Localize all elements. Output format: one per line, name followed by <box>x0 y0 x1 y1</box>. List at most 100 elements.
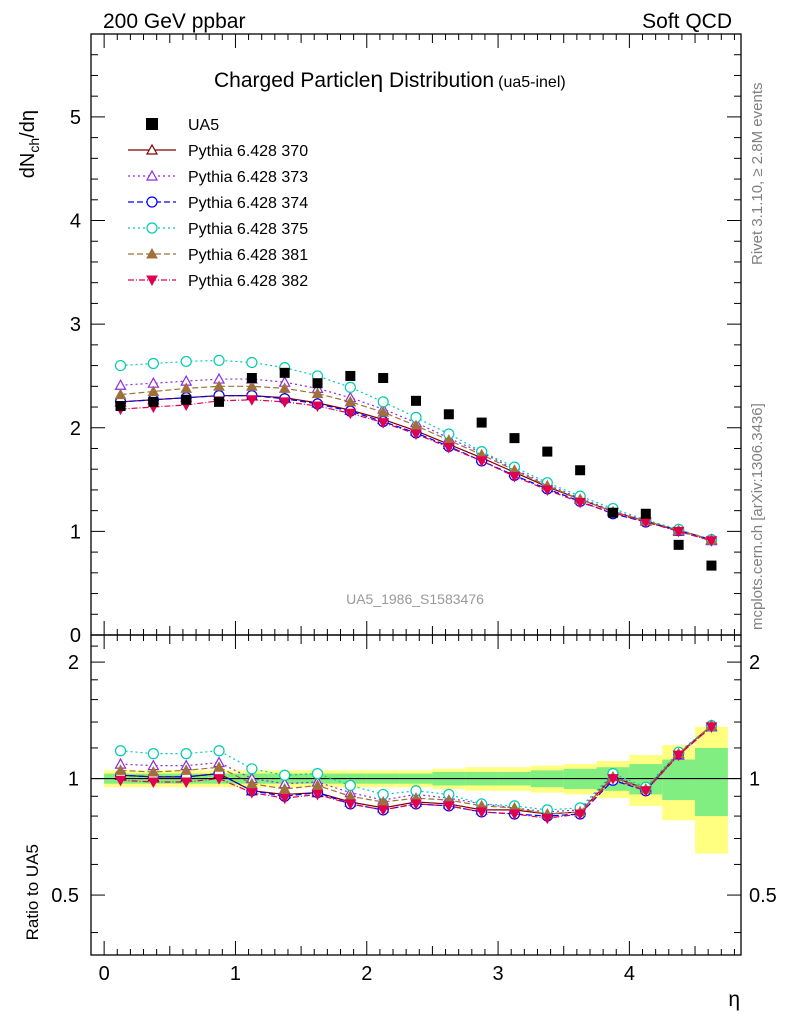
ratio-point <box>639 786 652 797</box>
x-tick-label: 2 <box>361 963 372 985</box>
ratio-point <box>279 769 291 781</box>
series-point <box>377 418 390 429</box>
ua5-data-point <box>312 378 323 389</box>
series-point <box>311 401 324 413</box>
ratio-tick-label: 1 <box>68 769 79 791</box>
legend-marker <box>146 247 158 259</box>
ratio-point <box>475 807 488 818</box>
series-line-4 <box>120 359 712 541</box>
series-point <box>114 359 127 372</box>
legend-label: Pythia 6.428 370 <box>188 143 308 160</box>
ua5-data-point <box>148 396 159 407</box>
x-tick-label: 4 <box>624 963 635 985</box>
legend-label: Pythia 6.428 375 <box>188 221 308 238</box>
legend-label: Pythia 6.428 381 <box>188 247 308 264</box>
ua5-data-point <box>476 417 487 428</box>
ratio-point <box>508 809 521 821</box>
series-point <box>213 380 225 391</box>
legend-marker <box>145 143 159 155</box>
legend-marker <box>146 222 158 234</box>
series-point <box>278 382 291 393</box>
legend-entry-ua5: UA5 <box>146 117 219 134</box>
series-point <box>442 442 455 454</box>
ratio-point <box>278 782 291 794</box>
ua5-data-point <box>115 400 126 411</box>
ratio-y-axis-label: Ratio to UA5 <box>23 844 42 940</box>
header-right: Soft QCD <box>642 10 732 33</box>
x-tick-label: 0 <box>99 963 110 985</box>
ratio-point <box>278 793 291 805</box>
ratio-point <box>114 764 127 775</box>
series-point <box>574 497 586 509</box>
ua5-data-point <box>279 367 290 378</box>
series-point <box>344 395 357 407</box>
ratio-point <box>246 788 258 799</box>
x-tick-label: 3 <box>493 963 504 985</box>
ratio-point <box>147 777 160 789</box>
series-point <box>213 354 225 367</box>
ratio-tick-label-right: 1 <box>749 769 760 791</box>
legend-label: Pythia 6.428 374 <box>188 195 308 212</box>
series-point <box>311 387 324 399</box>
ratio-point <box>311 779 324 790</box>
y-tick-label: 3 <box>70 314 81 336</box>
series-point <box>278 397 291 408</box>
ratio-point <box>377 805 390 816</box>
series-point <box>114 379 127 390</box>
header-left: 200 GeV ppbar <box>103 10 245 33</box>
ratio-tick-label: 0.5 <box>51 885 79 907</box>
y-tick-label: 1 <box>70 521 81 543</box>
analysis-tag: UA5_1986_S1583476 <box>346 591 484 607</box>
ratio-point <box>344 799 357 810</box>
ratio-tick-label: 2 <box>68 652 79 674</box>
ratio-tick-label-right: 0.5 <box>749 885 777 907</box>
legend-label: UA5 <box>188 117 219 134</box>
series-point <box>180 382 193 393</box>
series-point <box>114 388 127 400</box>
chart-title: Charged Particleη Distribution (ua5-inel) <box>214 66 566 92</box>
ratio-point <box>410 799 422 810</box>
ratio-point <box>180 764 193 775</box>
y-tick-label: 5 <box>70 107 81 129</box>
series-point <box>147 385 160 396</box>
ua5-data-point <box>345 370 356 381</box>
series-point <box>475 456 488 467</box>
ua5-data-point <box>214 396 225 407</box>
series-point <box>246 356 258 369</box>
legend-entry-5: Pythia 6.428 381 <box>128 247 308 264</box>
x-axis-label: η <box>728 988 740 1011</box>
ua5-data-point <box>443 409 454 420</box>
series-point <box>180 355 192 368</box>
ratio-point <box>213 774 225 785</box>
ratio-band-inner <box>695 747 728 817</box>
legend-entry-6: Pythia 6.428 382 <box>128 273 308 290</box>
ratio-point <box>607 774 619 785</box>
ratio-point <box>246 763 258 775</box>
series-point <box>705 536 718 547</box>
series-point <box>672 526 685 538</box>
series-point <box>246 380 258 391</box>
legend-entry-3: Pythia 6.428 374 <box>128 195 308 212</box>
ratio-point <box>311 789 324 801</box>
legend-label: Pythia 6.428 382 <box>188 273 308 290</box>
ua5-data-point <box>640 508 651 519</box>
ua5-data-point <box>607 507 618 518</box>
ratio-point <box>442 801 455 812</box>
x-tick-label: 1 <box>230 963 241 985</box>
ratio-point <box>213 745 225 757</box>
series-point <box>508 471 521 483</box>
ratio-point <box>246 777 258 789</box>
ua5-data-point <box>673 539 684 550</box>
ratio-point <box>180 748 192 760</box>
y-tick-label: 0 <box>70 625 81 647</box>
ratio-point <box>311 768 324 780</box>
ratio-tick-label-right: 2 <box>749 652 760 674</box>
ratio-point <box>344 779 356 792</box>
ratio-point <box>114 775 127 787</box>
series-point <box>377 396 389 408</box>
series-point <box>541 485 554 496</box>
ua5-data-point <box>575 465 586 476</box>
ratio-point <box>574 809 586 821</box>
ratio-point <box>114 745 127 757</box>
